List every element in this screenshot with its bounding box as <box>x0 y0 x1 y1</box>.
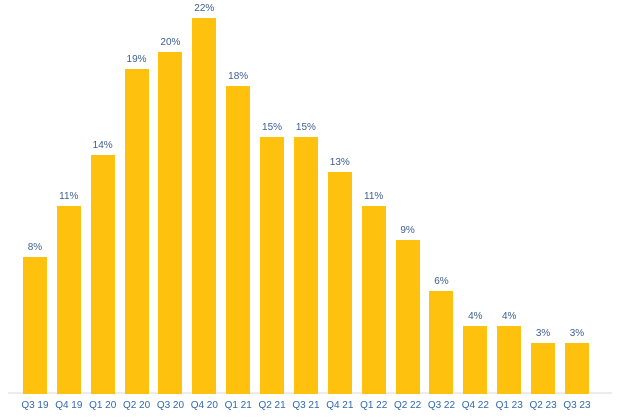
bar-value-label: 22% <box>194 3 215 14</box>
x-axis-tick-label: Q4 21 <box>326 400 354 411</box>
bar-column: 8% Q3 19 <box>18 0 52 418</box>
bar-value-label: 20% <box>160 37 181 48</box>
bar <box>22 257 47 394</box>
bar <box>429 291 454 394</box>
x-axis-tick-label: Q3 19 <box>21 400 49 411</box>
bar <box>564 343 589 394</box>
bar-value-label: 4% <box>501 311 517 322</box>
bar <box>192 18 217 394</box>
bar-column: 6% Q3 22 <box>425 0 459 418</box>
x-axis-tick-label: Q3 23 <box>563 400 591 411</box>
bar <box>90 155 115 394</box>
x-axis-tick-label: Q4 19 <box>55 400 83 411</box>
bar-column: 15% Q2 21 <box>255 0 289 418</box>
bar <box>497 326 522 394</box>
bar-column: 3% Q2 23 <box>526 0 560 418</box>
bar-value-label: 3% <box>535 328 551 339</box>
bar-value-label: 18% <box>228 71 249 82</box>
x-axis-tick-label: Q3 22 <box>427 400 456 411</box>
plot-area: 8% Q3 19 11% Q4 19 14% Q1 20 19% Q2 20 20% Q3 20 2… <box>18 0 594 418</box>
x-axis-tick-label: Q1 21 <box>224 400 252 411</box>
x-axis-tick-label: Q1 22 <box>360 400 388 411</box>
bar-column: 18% Q1 21 <box>221 0 255 418</box>
bar-column: 20% Q3 20 <box>154 0 188 418</box>
bar-value-label: 19% <box>126 54 147 65</box>
bar <box>531 343 556 394</box>
bar <box>226 86 251 394</box>
bar-column: 4% Q1 23 <box>492 0 526 418</box>
bar-value-label: 11% <box>364 191 384 202</box>
bar <box>463 326 488 394</box>
bar <box>124 69 149 394</box>
bar-value-label: 8% <box>27 242 43 253</box>
bar <box>260 137 285 394</box>
x-axis-tick-label: Q3 21 <box>292 400 320 411</box>
bar-column: 4% Q4 22 <box>458 0 492 418</box>
bar-column: 13% Q4 21 <box>323 0 357 418</box>
bar-value-label: 6% <box>434 276 449 287</box>
x-axis-tick-label: Q2 22 <box>393 400 422 411</box>
bar-value-label: 14% <box>92 140 113 151</box>
bar-value-label: 11% <box>59 191 79 202</box>
bar-column: 22% Q4 20 <box>187 0 221 418</box>
bar-column: 14% Q1 20 <box>86 0 120 418</box>
bar-column: 3% Q3 23 <box>560 0 594 418</box>
bar-value-label: 13% <box>329 157 350 168</box>
bar-value-label: 4% <box>468 311 483 322</box>
x-axis-tick-label: Q2 21 <box>258 400 286 411</box>
x-axis-tick-label: Q4 22 <box>461 400 489 411</box>
bar-value-label: 15% <box>262 122 283 133</box>
bar-value-label: 3% <box>569 328 585 339</box>
bar-column: 19% Q2 20 <box>120 0 154 418</box>
x-axis-tick-label: Q1 20 <box>89 400 117 411</box>
bar-column: 9% Q2 22 <box>391 0 425 418</box>
bar-column: 11% Q1 22 <box>357 0 391 418</box>
bar <box>56 206 81 394</box>
bar <box>293 137 318 394</box>
x-axis-tick-label: Q2 23 <box>529 400 557 411</box>
bar-value-label: 9% <box>400 225 415 236</box>
x-axis-tick-label: Q2 20 <box>122 400 151 411</box>
bar <box>395 240 420 394</box>
bar-column: 11% Q4 19 <box>52 0 86 418</box>
x-axis-tick-label: Q4 20 <box>190 400 218 411</box>
bar <box>361 206 386 394</box>
bar-column: 15% Q3 21 <box>289 0 323 418</box>
bar <box>158 52 183 394</box>
bar-value-label: 15% <box>295 122 316 133</box>
x-axis-tick-label: Q3 20 <box>156 400 185 411</box>
bar <box>327 172 352 394</box>
x-axis-tick-label: Q1 23 <box>495 400 523 411</box>
